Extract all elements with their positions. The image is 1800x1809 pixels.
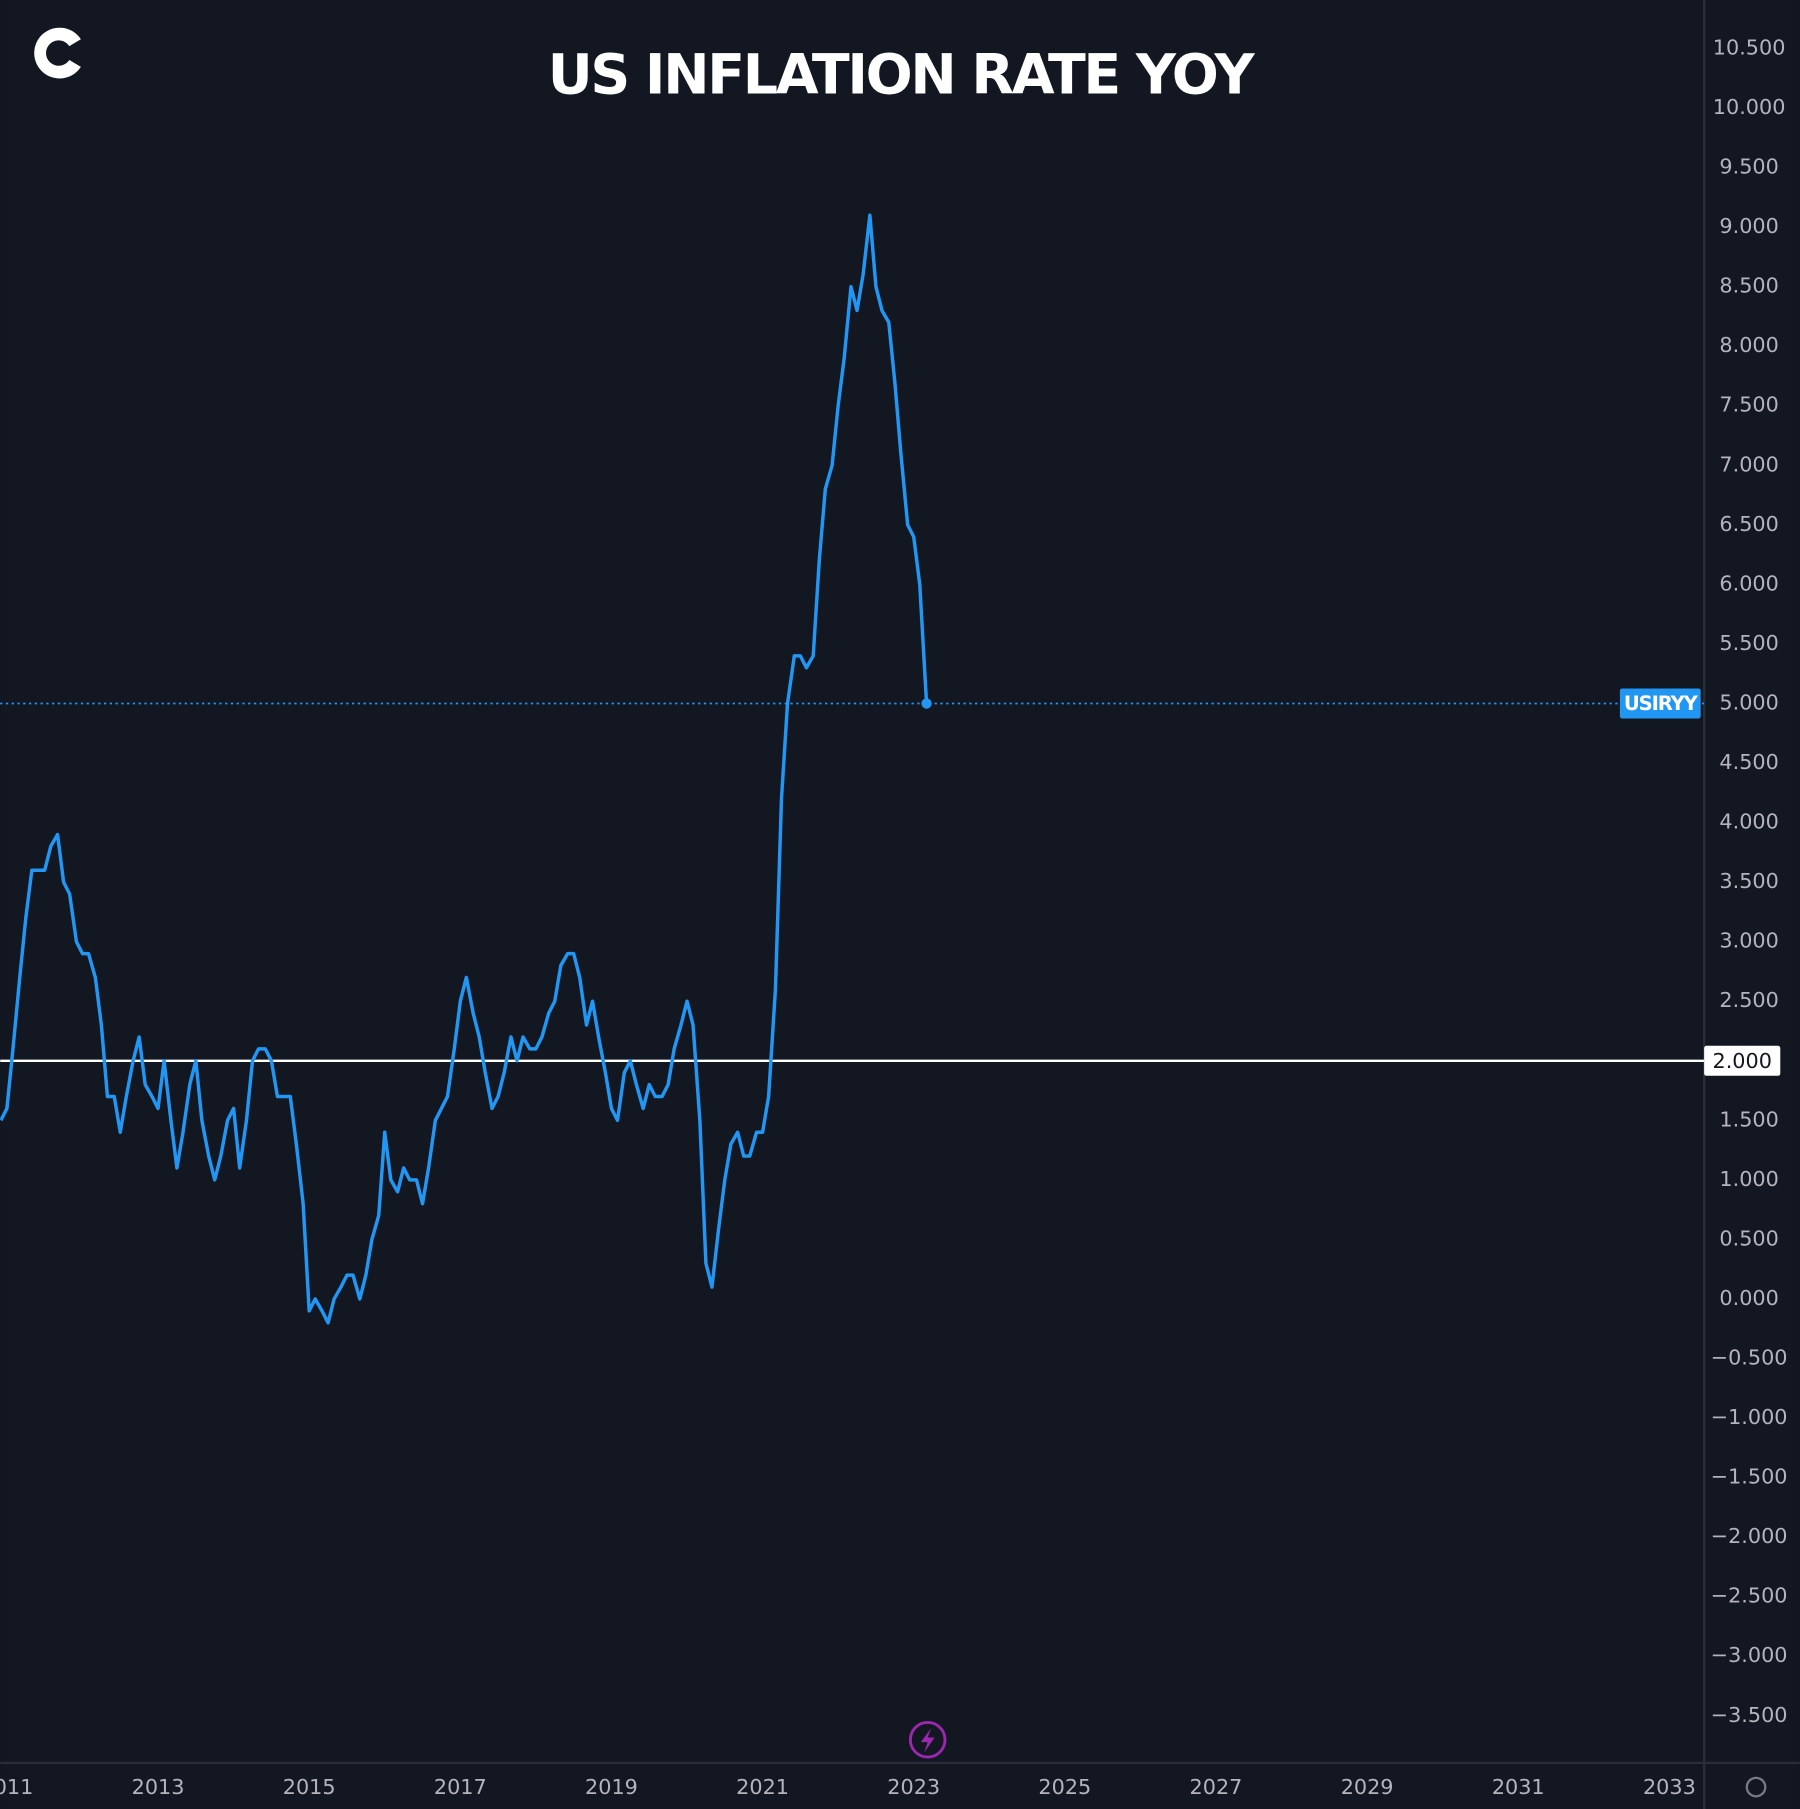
- y-tick-label: 3.000: [1719, 929, 1778, 953]
- x-tick-label: 2029: [1341, 1775, 1394, 1799]
- x-tick-label: 2027: [1190, 1775, 1243, 1799]
- series-label-box: [1619, 688, 1701, 719]
- y-tick-label: 6.000: [1719, 571, 1778, 595]
- chart-title: US INFLATION RATE YOY: [548, 44, 1256, 108]
- series-label: USIRYY: [1624, 692, 1699, 715]
- x-tick-label: 2031: [1492, 1775, 1545, 1799]
- y-tick-label: 8.500: [1719, 274, 1778, 298]
- y-tick-label: 7.000: [1719, 452, 1778, 476]
- plot-area: [0, 213, 1705, 1325]
- line: [0, 213, 929, 1325]
- x-tick-label: 2023: [887, 1775, 940, 1799]
- y-tick-label: 1.000: [1719, 1167, 1778, 1191]
- y-tick-label: −2.000: [1711, 1524, 1788, 1548]
- y-tick-label: 7.500: [1719, 393, 1778, 417]
- y-tick-label: −0.500: [1711, 1346, 1788, 1370]
- y-tick-label: 6.500: [1719, 512, 1778, 536]
- y-tick-label: −2.500: [1711, 1584, 1788, 1608]
- y-tick-label: 0.000: [1719, 1286, 1778, 1310]
- x-tick-label: 2019: [585, 1775, 638, 1799]
- y-tick-label: 9.500: [1719, 155, 1778, 179]
- x-tick-label: 2011: [0, 1775, 33, 1799]
- logo: [34, 27, 81, 79]
- y-tick-label: 9.000: [1719, 214, 1778, 238]
- y-tick-label: −3.000: [1711, 1643, 1788, 1667]
- reference-label: 2.000: [1712, 1049, 1771, 1073]
- y-tick-label: 5.000: [1719, 690, 1778, 714]
- lightning-icon: [908, 1721, 947, 1759]
- x-tick-label: 2017: [434, 1775, 487, 1799]
- y-tick-label: 10.000: [1713, 95, 1786, 119]
- y-tick-label: 0.500: [1719, 1226, 1778, 1250]
- x-tick-label: 2015: [283, 1775, 336, 1799]
- last-point: [921, 698, 932, 709]
- y-tick-label: 5.500: [1719, 631, 1778, 655]
- x-tick-label: 2021: [736, 1775, 789, 1799]
- y-tick-label: 8.000: [1719, 333, 1778, 357]
- x-tick-label: 2013: [132, 1775, 185, 1799]
- y-tick-label: −1.500: [1711, 1465, 1788, 1489]
- y-tick-label: 2.500: [1719, 988, 1778, 1012]
- settings-icon[interactable]: [1745, 1776, 1767, 1798]
- y-tick-label: −3.500: [1711, 1703, 1788, 1727]
- x-tick-label: 2033: [1643, 1775, 1696, 1799]
- y-tick-label: −1.000: [1711, 1405, 1788, 1429]
- reference-label-box: [1704, 1045, 1781, 1076]
- y-tick-label: 1.500: [1719, 1107, 1778, 1131]
- y-tick-label: 4.000: [1719, 810, 1778, 834]
- y-tick-label: 3.500: [1719, 869, 1778, 893]
- x-tick-label: 2025: [1038, 1775, 1091, 1799]
- y-tick-label: 10.500: [1713, 35, 1786, 59]
- y-tick-label: 4.500: [1719, 750, 1778, 774]
